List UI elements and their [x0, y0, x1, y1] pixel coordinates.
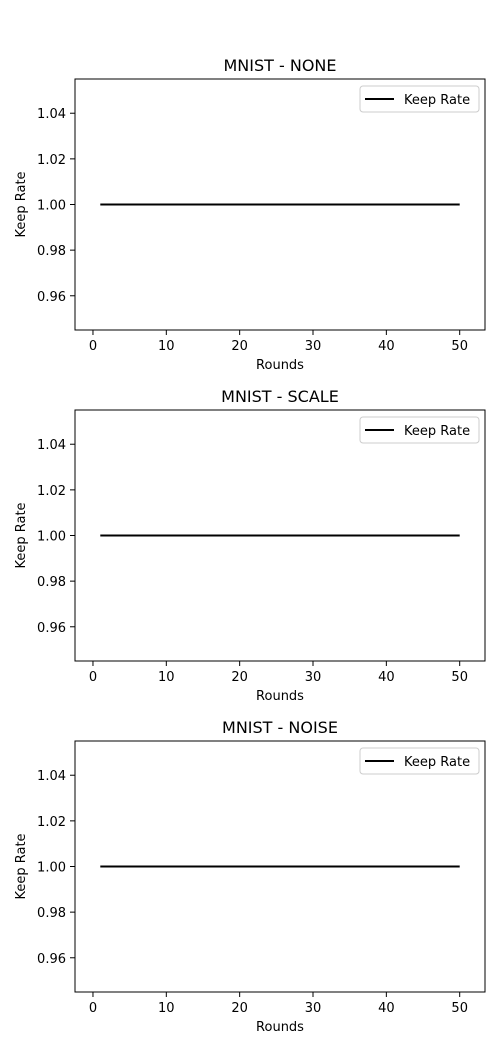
y-tick-label: 1.02 — [37, 153, 66, 168]
y-tick-label: 1.00 — [37, 861, 66, 876]
y-tick-label: 0.98 — [37, 575, 66, 590]
legend-label: Keep Rate — [404, 93, 470, 108]
y-tick-label: 1.04 — [37, 769, 66, 784]
legend-label: Keep Rate — [404, 424, 470, 439]
plot-frame — [74, 409, 486, 662]
x-tick-label: 20 — [231, 670, 248, 685]
x-tick-label: 30 — [305, 339, 322, 354]
x-tick-label: 10 — [158, 1001, 175, 1016]
y-axis-label: Keep Rate — [14, 502, 29, 568]
x-axis-label: Rounds — [256, 689, 304, 704]
y-tick-label: 0.98 — [37, 906, 66, 921]
plot-frame — [74, 740, 486, 993]
y-tick-label: 1.00 — [37, 530, 66, 545]
legend-label: Keep Rate — [404, 755, 470, 770]
x-tick-label: 20 — [231, 339, 248, 354]
y-tick-label: 0.98 — [37, 244, 66, 259]
legend: Keep Rate — [359, 747, 480, 775]
y-tick-label: 1.04 — [37, 438, 66, 453]
legend-box — [359, 416, 480, 444]
chart-title: MNIST - NOISE — [222, 718, 338, 737]
subplot-3: MNIST - NOISE 0 10 20 30 40 50 0.96 0.98 1.00 1.02… — [14, 718, 486, 1035]
x-tick-label: 30 — [305, 1001, 322, 1016]
plot-frame — [74, 78, 486, 331]
legend-box — [359, 747, 480, 775]
x-tick-label: 40 — [378, 670, 395, 685]
y-tick-label: 1.02 — [37, 815, 66, 830]
y-tick-label: 0.96 — [37, 952, 66, 967]
x-tick-label: 50 — [451, 1001, 468, 1016]
x-tick-label: 0 — [89, 339, 97, 354]
y-tick-label: 1.02 — [37, 484, 66, 499]
x-axis-label: Rounds — [256, 358, 304, 373]
chart-title: MNIST - SCALE — [221, 387, 339, 406]
x-tick-label: 50 — [451, 670, 468, 685]
legend: Keep Rate — [359, 416, 480, 444]
y-tick-label: 0.96 — [37, 621, 66, 636]
legend-box — [359, 85, 480, 113]
x-tick-label: 40 — [378, 1001, 395, 1016]
x-tick-label: 50 — [451, 339, 468, 354]
x-tick-label: 20 — [231, 1001, 248, 1016]
x-tick-label: 0 — [89, 670, 97, 685]
x-axis-label: Rounds — [256, 1020, 304, 1035]
chart-title: MNIST - NONE — [223, 56, 336, 75]
y-tick-label: 0.96 — [37, 290, 66, 305]
y-axis-label: Keep Rate — [14, 171, 29, 237]
y-tick-label: 1.04 — [37, 107, 66, 122]
x-tick-label: 10 — [158, 670, 175, 685]
y-axis-label: Keep Rate — [14, 833, 29, 899]
legend: Keep Rate — [359, 85, 480, 113]
x-tick-label: 40 — [378, 339, 395, 354]
x-tick-label: 0 — [89, 1001, 97, 1016]
x-tick-label: 30 — [305, 670, 322, 685]
y-tick-label: 1.00 — [37, 199, 66, 214]
subplot-1: MNIST - NONE 0 10 20 30 40 50 0.96 0.98 1.00 1.02 1… — [14, 56, 486, 373]
x-tick-label: 10 — [158, 339, 175, 354]
subplot-2: MNIST - SCALE 0 10 20 30 40 50 0.96 0.98 1.00 1.02… — [14, 387, 486, 704]
